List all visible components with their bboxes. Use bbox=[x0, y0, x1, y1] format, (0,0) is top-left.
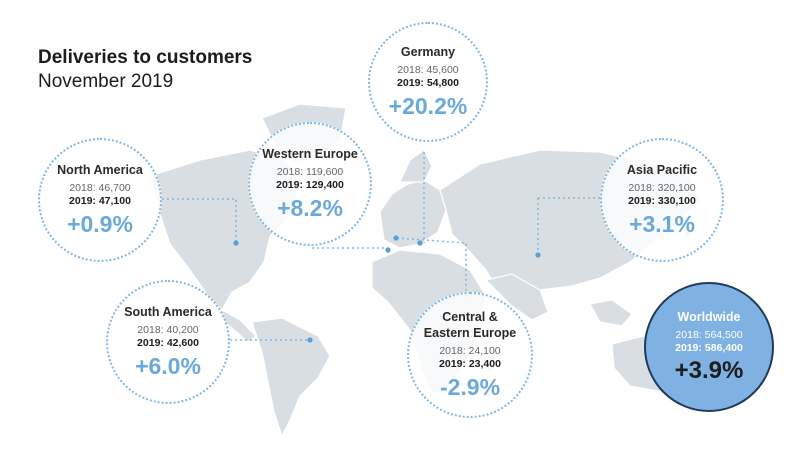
scandinavia-shape bbox=[399, 149, 433, 183]
change-percent: +0.9% bbox=[67, 211, 133, 237]
value-2018: 2018: 320,100 bbox=[628, 182, 696, 194]
dot-western-europe bbox=[385, 247, 391, 253]
region-name: Western Europe bbox=[262, 147, 358, 161]
value-2019: 2019: 129,400 bbox=[276, 179, 344, 191]
value-2018: 2018: 45,600 bbox=[397, 64, 459, 76]
value-2018: 2018: 46,700 bbox=[69, 182, 131, 194]
change-percent: +8.2% bbox=[277, 195, 343, 221]
region-name: North America bbox=[57, 163, 143, 177]
dot-germany bbox=[417, 240, 423, 246]
region-bubble-worldwide: Worldwide 2018: 564,500 2019: 586,400 +3… bbox=[644, 282, 774, 412]
change-percent: +20.2% bbox=[388, 93, 468, 119]
region-name: Asia Pacific bbox=[626, 163, 698, 177]
value-2018: 2018: 119,600 bbox=[276, 166, 344, 178]
value-2018: 2018: 24,100 bbox=[439, 345, 501, 357]
south-america-shape bbox=[251, 317, 331, 438]
leader-lines bbox=[162, 152, 600, 341]
value-2018: 2018: 40,200 bbox=[137, 324, 199, 336]
value-2019: 2019: 47,100 bbox=[69, 195, 131, 207]
value-2019: 2019: 42,600 bbox=[137, 337, 199, 349]
region-name: Worldwide bbox=[677, 310, 741, 324]
region-bubble-central-eastern-europe: Central & Eastern Europe 2018: 24,100 20… bbox=[407, 292, 533, 418]
value-2018: 2018: 564,500 bbox=[675, 329, 743, 341]
dot-south-america bbox=[307, 337, 313, 343]
change-percent: +6.0% bbox=[135, 353, 201, 379]
value-2019: 2019: 54,800 bbox=[397, 77, 459, 89]
change-percent: +3.9% bbox=[674, 357, 744, 384]
dot-north-america bbox=[233, 240, 239, 246]
region-name: South America bbox=[124, 305, 212, 319]
southeast-asia-shape bbox=[589, 299, 633, 327]
south-asia-shape bbox=[484, 273, 549, 321]
page-subtitle: November 2019 bbox=[38, 71, 174, 92]
dot-asia-pacific bbox=[535, 252, 541, 258]
region-bubble-south-america: South America 2018: 40,200 2019: 42,600 … bbox=[106, 280, 230, 404]
value-2019: 2019: 586,400 bbox=[675, 342, 743, 354]
region-bubble-western-europe: Western Europe 2018: 119,600 2019: 129,4… bbox=[248, 122, 372, 246]
region-name: Central & Eastern Europe bbox=[423, 310, 517, 340]
location-dots bbox=[233, 235, 541, 343]
region-name: Germany bbox=[400, 45, 456, 59]
change-percent: +3.1% bbox=[629, 211, 695, 237]
title-block: Deliveries to customers November 2019 bbox=[38, 46, 252, 94]
page-title: Deliveries to customers bbox=[38, 47, 253, 68]
value-2019: 2019: 23,400 bbox=[439, 358, 501, 370]
value-2019: 2019: 330,100 bbox=[628, 195, 696, 207]
region-bubble-germany: Germany 2018: 45,600 2019: 54,800 +20.2% bbox=[368, 22, 488, 142]
region-bubble-asia-pacific: Asia Pacific 2018: 320,100 2019: 330,100… bbox=[600, 138, 724, 262]
europe-shape bbox=[379, 179, 447, 249]
region-bubble-north-america: North America 2018: 46,700 2019: 47,100 … bbox=[38, 138, 162, 262]
change-percent: -2.9% bbox=[439, 374, 501, 400]
dot-central-eastern-europe bbox=[393, 235, 399, 241]
